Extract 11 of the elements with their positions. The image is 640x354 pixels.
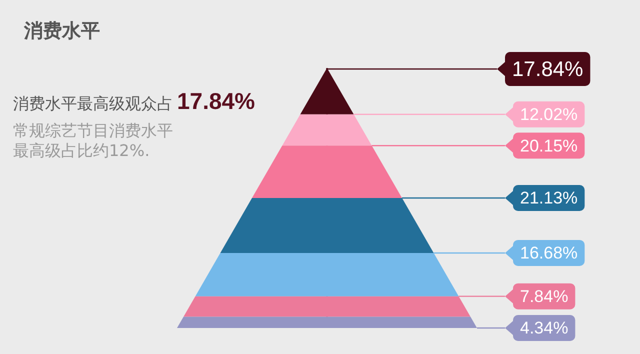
data-label: 4.34% xyxy=(520,318,568,338)
data-label: 16.68% xyxy=(520,244,578,263)
text: 17.84% xyxy=(177,88,256,114)
text: 消费水平最高级观众占 xyxy=(13,94,173,113)
data-label: 7.84% xyxy=(520,287,568,306)
data-label: 21.13% xyxy=(520,188,578,208)
text: 常规综艺节目消费水平最高级占比约12%. xyxy=(13,121,174,161)
data-label: 17.84% xyxy=(512,58,584,81)
data-label: 20.15% xyxy=(520,136,578,156)
data-label: 12.02% xyxy=(520,105,578,124)
text: 消费水平 xyxy=(24,19,100,44)
